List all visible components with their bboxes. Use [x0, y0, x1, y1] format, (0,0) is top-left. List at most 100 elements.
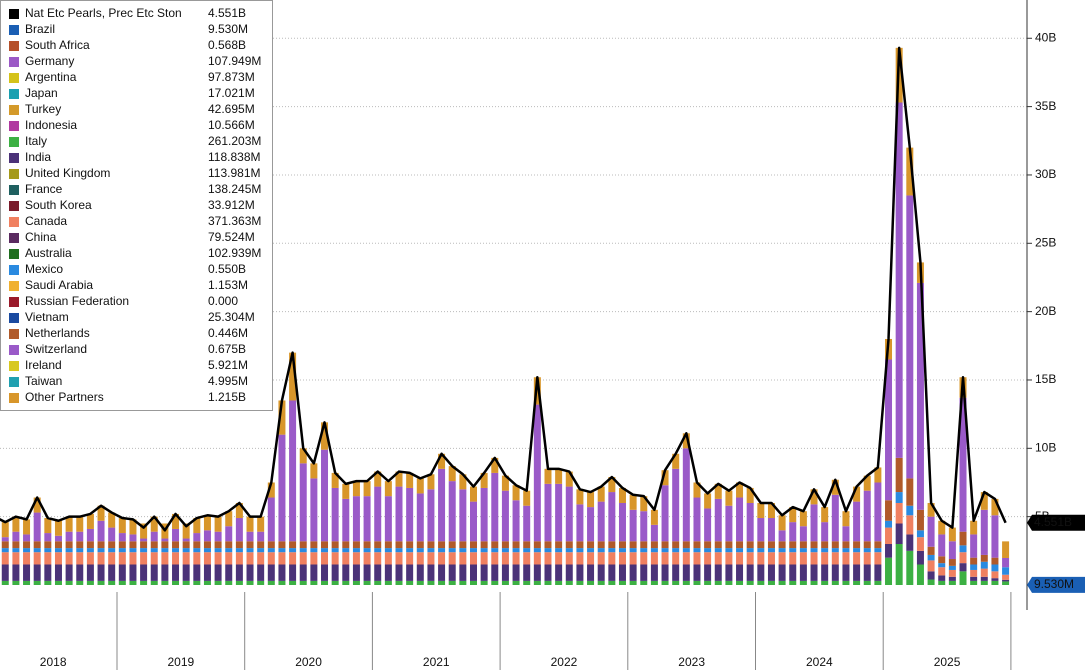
bar-segment [193, 552, 201, 565]
bar-segment [299, 541, 307, 549]
bar-segment [225, 548, 233, 553]
bar-segment [342, 498, 350, 542]
bar-segment [576, 504, 584, 542]
bar-segment [374, 548, 382, 553]
legend-name: Indonesia [25, 118, 77, 132]
bar-segment [565, 541, 573, 549]
bar-segment [629, 580, 637, 585]
bar-segment [161, 552, 169, 565]
bar-segment [86, 541, 94, 549]
bar-segment [416, 541, 424, 549]
bar-segment [757, 518, 765, 542]
bar-segment [948, 527, 956, 542]
bar-segment [427, 580, 435, 585]
bar-segment [54, 548, 62, 553]
legend-name: Switzerland [25, 342, 87, 356]
bar-segment [650, 548, 658, 553]
bar-segment [172, 580, 180, 585]
bar-segment [767, 502, 775, 519]
x-tick-label: 2021 [423, 655, 450, 669]
value-tag-label: 9.530M [1034, 577, 1074, 591]
bar-segment [895, 102, 903, 458]
bar-segment [810, 541, 818, 549]
bar-segment [789, 552, 797, 565]
bar-segment [129, 519, 137, 535]
bar-segment [267, 541, 275, 549]
bar-segment [427, 564, 435, 581]
bar-segment [757, 580, 765, 585]
bar-segment [512, 485, 520, 501]
bar-segment [278, 548, 286, 553]
bar-segment [544, 541, 552, 549]
bar-segment [235, 580, 243, 585]
bar-segment [225, 541, 233, 549]
bar-segment [789, 564, 797, 581]
legend-name: Other Partners [25, 390, 104, 404]
bar-segment [938, 520, 946, 535]
bar-segment [916, 550, 924, 565]
bar-segment [587, 552, 595, 565]
bar-segment [427, 548, 435, 553]
bar-segment [172, 548, 180, 553]
bar-segment [65, 552, 73, 565]
bar-segment [12, 516, 20, 532]
bar-segment [597, 580, 605, 585]
bar-segment [874, 467, 882, 483]
bar-segment [406, 541, 414, 549]
bar-segment [459, 580, 467, 585]
bar-segment [799, 526, 807, 542]
legend-value: 5.921M [208, 358, 248, 372]
legend-name: Italy [25, 134, 47, 148]
bar-segment [874, 482, 882, 542]
bar-segment [629, 541, 637, 549]
bar-segment [587, 564, 595, 581]
bar-segment [555, 548, 563, 553]
bar-segment [980, 561, 988, 569]
legend-name: Saudi Arabia [25, 278, 93, 292]
bar-segment [12, 552, 20, 565]
bar-segment [831, 494, 839, 542]
bar-segment [193, 564, 201, 581]
bar-segment [352, 548, 360, 553]
bar-segment [257, 516, 265, 532]
bar-segment [746, 552, 754, 565]
bar-segment [235, 518, 243, 542]
bar-segment [885, 527, 893, 544]
legend-swatch [9, 281, 19, 291]
bar-segment [395, 471, 403, 487]
y-tick-label: 35B [1035, 99, 1056, 113]
bar-segment [352, 496, 360, 542]
bar-segment [906, 478, 914, 506]
bar-segment [576, 580, 584, 585]
bar-segment [565, 471, 573, 487]
bar-segment [895, 543, 903, 585]
value-tag-label: 4.551B [1034, 515, 1072, 529]
bar-segment [406, 552, 414, 565]
bar-segment [44, 541, 52, 549]
bar-segment [161, 580, 169, 585]
bar-segment [533, 404, 541, 542]
bar-segment [235, 548, 243, 553]
bar-segment [948, 580, 956, 585]
bar-segment [76, 541, 84, 549]
bar-segment [427, 552, 435, 565]
y-tick-label: 20B [1035, 304, 1056, 318]
bar-segment [608, 548, 616, 553]
bar-segment [469, 548, 477, 553]
bar-segment [916, 564, 924, 585]
bar-segment [831, 552, 839, 565]
bar-segment [161, 564, 169, 581]
legend-name: Nat Etc Pearls, Prec Etc Ston [25, 6, 182, 20]
bar-segment [129, 541, 137, 549]
bar-segment [108, 541, 116, 549]
bar-segment [523, 580, 531, 585]
bar-segment [480, 541, 488, 549]
legend-value: 118.838M [208, 150, 260, 164]
bar-segment [629, 509, 637, 542]
bar-segment [23, 564, 31, 581]
bar-segment [523, 548, 531, 553]
bar-segment [555, 564, 563, 581]
bar-segment [640, 548, 648, 553]
bar-segment [810, 564, 818, 581]
legend-name: Taiwan [25, 374, 62, 388]
